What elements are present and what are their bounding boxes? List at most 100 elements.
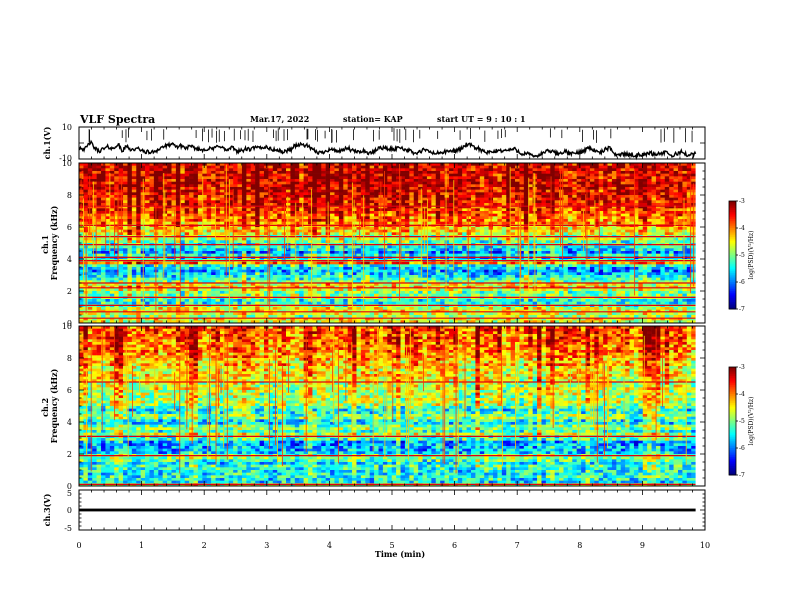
ch1-spectrogram-cell: [673, 189, 679, 193]
ch1-spectrogram-cell: [457, 187, 463, 190]
ch1-spectrogram-cell: [466, 184, 472, 188]
ch1-spectrogram-cell: [559, 189, 564, 193]
ch1-spectrogram-cell: [382, 213, 388, 217]
ch1-spectrogram-cell: [92, 227, 97, 230]
ch1-spectrogram-cell: [277, 216, 282, 220]
ch1-spectrogram-cell: [365, 192, 370, 196]
ch1-spectrogram-cell: [206, 240, 212, 244]
ch1-spectrogram-cell: [603, 197, 608, 201]
ch1-spectrogram-cell: [330, 173, 335, 177]
ch1-spectrogram-cell: [294, 189, 300, 193]
ch1-spectrogram-cell: [193, 197, 199, 201]
ch1-spectrogram-cell: [501, 195, 507, 198]
ch1-spectrogram-cell: [374, 240, 379, 244]
ch1-spectrogram-cell: [475, 171, 481, 174]
ch1-spectrogram-cell: [413, 221, 419, 225]
ch1-spectrogram-cell: [206, 237, 212, 241]
ch1-spectrogram-cell: [255, 189, 260, 193]
ch1-spectrogram-cell: [462, 200, 467, 204]
ch1-spectrogram-cell: [343, 168, 348, 172]
ch1-spectrogram-cell: [193, 176, 199, 180]
ch1-spectrogram-cell: [418, 195, 423, 198]
ch1-spectrogram-cell: [400, 197, 406, 201]
ch1-spectrogram-cell: [603, 216, 608, 220]
ch1-spectrogram-cell: [611, 251, 617, 254]
ch1-spectrogram-cell: [625, 173, 630, 177]
ch1-spectrogram-cell: [241, 219, 247, 222]
ch1-spectrogram-cell: [493, 251, 498, 254]
ch1-spectrogram-cell: [338, 181, 344, 185]
ch1-spectrogram-cell: [79, 227, 84, 230]
ch1-spectrogram-cell: [400, 208, 406, 212]
ch1-spectrogram-cell: [211, 227, 216, 230]
ch1-spectrogram-cell: [167, 187, 172, 190]
ch1-spectrogram-cell: [272, 253, 278, 257]
ch1-spectrogram-cell: [510, 181, 516, 185]
ch1-spectrogram-cell: [396, 245, 401, 249]
ch1-spectrogram-cell: [642, 197, 648, 201]
ch1-spectrogram-cell: [263, 213, 269, 217]
ch1-spectrogram-cell: [545, 211, 551, 214]
ch1-spectrogram-cell: [211, 200, 216, 204]
ch1-spectrogram-cell: [633, 173, 639, 177]
ch1-spectrogram-cell: [308, 181, 313, 185]
ch1-spectrogram-cell: [286, 251, 291, 254]
ch1-spectrogram-cell: [167, 179, 172, 182]
ch1-spectrogram-cell: [616, 208, 622, 212]
ch1-spectrogram-cell: [145, 251, 150, 254]
ch1-spectrogram-cell: [559, 227, 564, 230]
ch1-spectrogram-cell: [83, 189, 89, 193]
ch1-spectrogram-cell: [140, 176, 146, 180]
ch1-spectrogram-cell: [506, 211, 511, 214]
ch1-spectrogram-cell: [453, 229, 459, 233]
ch1-spectrogram-cell: [255, 197, 260, 201]
ch1-spectrogram-cell: [365, 200, 370, 204]
ch1-spectrogram-cell: [334, 195, 340, 198]
ch1-spectrogram-cell: [303, 248, 309, 252]
ch1-spectrogram-cell: [422, 184, 428, 188]
ch1-spectrogram-cell: [669, 171, 674, 174]
ch1-spectrogram-cell: [343, 227, 348, 230]
ch1-spectrogram-cell: [660, 168, 666, 172]
ch1-spectrogram-cell: [206, 184, 212, 188]
ch1-spectrogram-cell: [493, 213, 498, 217]
ch1-spectrogram-cell: [550, 251, 555, 254]
ch1-spectrogram-cell: [638, 248, 644, 252]
ch1-spectrogram-cell: [330, 171, 335, 174]
ch1-spectrogram-cell: [158, 197, 163, 201]
ch1-spectrogram-cell: [537, 227, 542, 230]
ch1-spectrogram-cell: [545, 179, 551, 182]
ch1-spectrogram-cell: [448, 184, 454, 188]
ch1-spectrogram-cell: [237, 219, 243, 222]
ch1-spectrogram-cell: [101, 184, 106, 188]
ch1-spectrogram-cell: [382, 232, 388, 236]
ch1-spectrogram-cell: [219, 197, 225, 201]
ch1-spectrogram-cell: [180, 203, 185, 206]
ch1-spectrogram-cell: [281, 192, 287, 196]
ch1-spectrogram-cell: [611, 197, 617, 201]
ch1-spectrogram-cell: [506, 216, 511, 220]
ch1-spectrogram-cell: [136, 184, 141, 188]
ch1-spectrogram-cell: [435, 219, 441, 222]
ch1-spectrogram-cell: [294, 181, 300, 185]
ch1-spectrogram-cell: [277, 200, 282, 204]
ch1-spectrogram-cell: [484, 251, 489, 254]
ch1-spectrogram-cell: [567, 203, 573, 206]
ch1-spectrogram-cell: [457, 195, 463, 198]
ch1-spectrogram-cell: [184, 179, 190, 182]
ch1-spectrogram-cell: [268, 253, 274, 257]
ch1-spectrogram-cell: [281, 203, 287, 206]
ch1-spectrogram-cell: [515, 221, 520, 225]
ch1-spectrogram-cell: [127, 221, 133, 225]
ch1-spectrogram-cell: [466, 245, 472, 249]
ch1-spectrogram-cell: [118, 213, 124, 217]
ch1-spectrogram-cell: [136, 240, 141, 244]
ch1-spectrogram-cell: [519, 216, 525, 220]
ch1-spectrogram-cell: [453, 171, 459, 174]
ch1-spectrogram-cell: [550, 179, 555, 182]
ch1-spectrogram-cell: [660, 248, 666, 252]
ch1-spectrogram-cell: [545, 184, 551, 188]
ch1-spectrogram-cell: [308, 197, 313, 201]
ch1-spectrogram-cell: [197, 184, 203, 188]
ch1-spectrogram-cell: [136, 211, 141, 214]
